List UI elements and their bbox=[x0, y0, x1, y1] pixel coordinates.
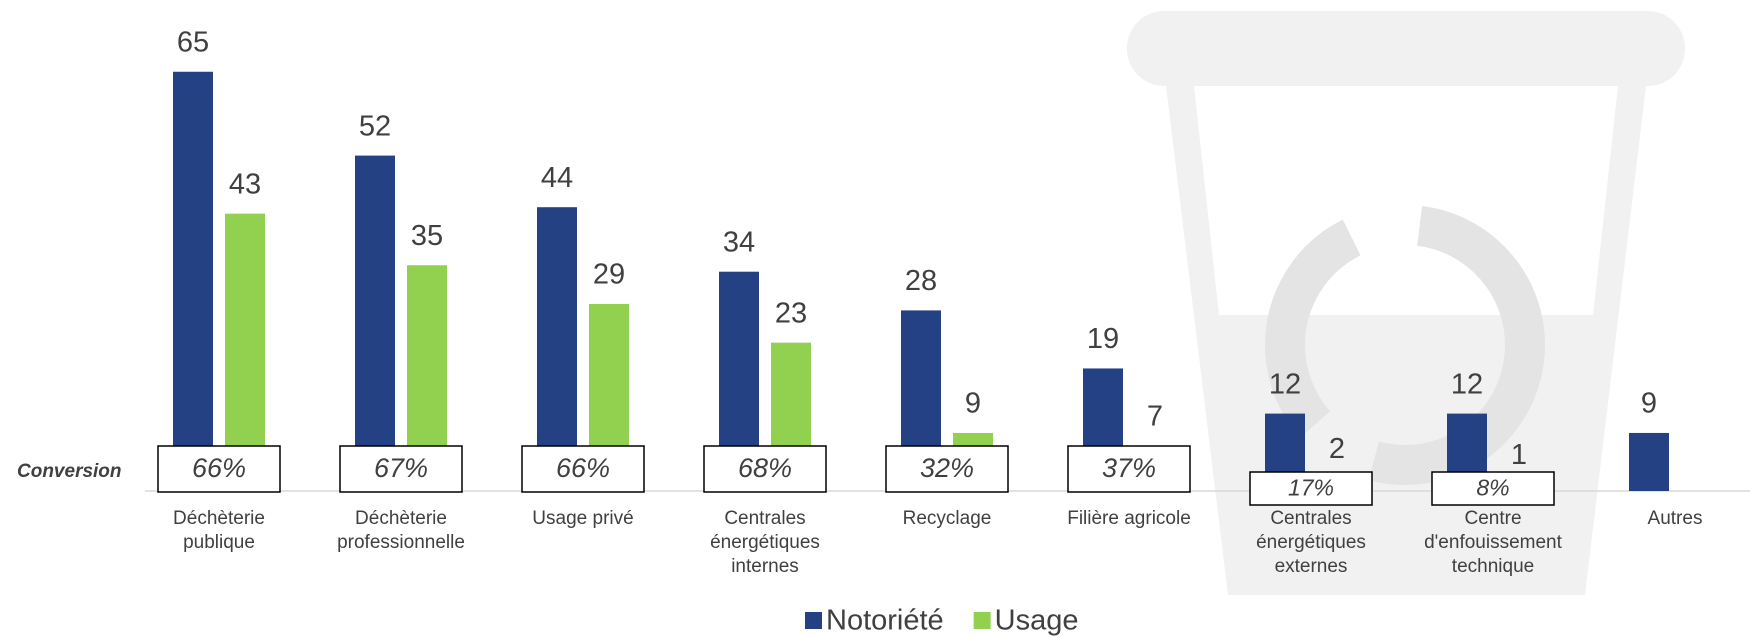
bar bbox=[537, 207, 577, 491]
bar bbox=[225, 213, 265, 491]
value-label: 65 bbox=[177, 26, 209, 58]
value-label: 12 bbox=[1269, 368, 1301, 400]
x-tick-label: Centre d'enfouissement technique bbox=[1424, 508, 1562, 577]
conversion-title: Conversion bbox=[17, 461, 122, 482]
x-tick-label: Filière agricole bbox=[1067, 508, 1191, 529]
value-label: 23 bbox=[775, 297, 807, 329]
x-tick-label: Autres bbox=[1647, 508, 1703, 529]
conversion-box bbox=[1431, 471, 1555, 506]
legend-swatch bbox=[805, 612, 822, 629]
x-tick-label: Centrales énergétiques externes bbox=[1256, 508, 1366, 577]
value-label: 2 bbox=[1329, 433, 1345, 465]
conversion-label: 8% bbox=[1476, 475, 1509, 501]
conversion-box bbox=[1249, 471, 1373, 506]
value-label: 7 bbox=[1147, 401, 1163, 433]
conversion-label: 68% bbox=[738, 453, 792, 483]
value-label: 52 bbox=[359, 110, 391, 142]
conversion-label: 66% bbox=[192, 453, 246, 483]
x-tick-label: Usage privé bbox=[532, 508, 634, 529]
conversion-box bbox=[157, 445, 281, 493]
value-label: 28 bbox=[905, 265, 937, 297]
value-label: 12 bbox=[1451, 368, 1483, 400]
x-tick-label: Déchèterie professionnelle bbox=[337, 508, 465, 553]
conversion-box bbox=[885, 445, 1009, 493]
conversion-label: 66% bbox=[556, 453, 610, 483]
value-label: 9 bbox=[965, 388, 981, 420]
conversion-box bbox=[339, 445, 463, 493]
value-label: 43 bbox=[229, 168, 261, 200]
conversion-box bbox=[703, 445, 827, 493]
conversion-label: 37% bbox=[1102, 453, 1156, 483]
value-label: 29 bbox=[593, 259, 625, 291]
conversion-label: 67% bbox=[374, 453, 428, 483]
bar bbox=[355, 155, 395, 491]
value-label: 44 bbox=[541, 162, 573, 194]
conversion-box bbox=[1067, 445, 1191, 493]
value-label: 9 bbox=[1641, 388, 1657, 420]
value-label: 19 bbox=[1087, 323, 1119, 355]
legend-label: Usage bbox=[995, 605, 1079, 637]
x-tick-label: Recyclage bbox=[902, 508, 992, 529]
conversion-label: 32% bbox=[920, 453, 974, 483]
legend-swatch bbox=[973, 612, 991, 629]
x-tick-label: Centrales énergétiques internes bbox=[710, 508, 820, 577]
bar bbox=[1629, 432, 1669, 491]
x-tick-label: Déchèterie publique bbox=[173, 508, 265, 553]
conversion-label: 17% bbox=[1288, 475, 1334, 501]
watermark bbox=[1127, 11, 1685, 595]
value-label: 34 bbox=[723, 226, 755, 258]
value-label: 1 bbox=[1511, 439, 1527, 471]
value-label: 35 bbox=[411, 220, 443, 252]
bar bbox=[173, 71, 213, 491]
conversion-box bbox=[521, 445, 645, 493]
legend-label: Notoriété bbox=[826, 605, 944, 637]
